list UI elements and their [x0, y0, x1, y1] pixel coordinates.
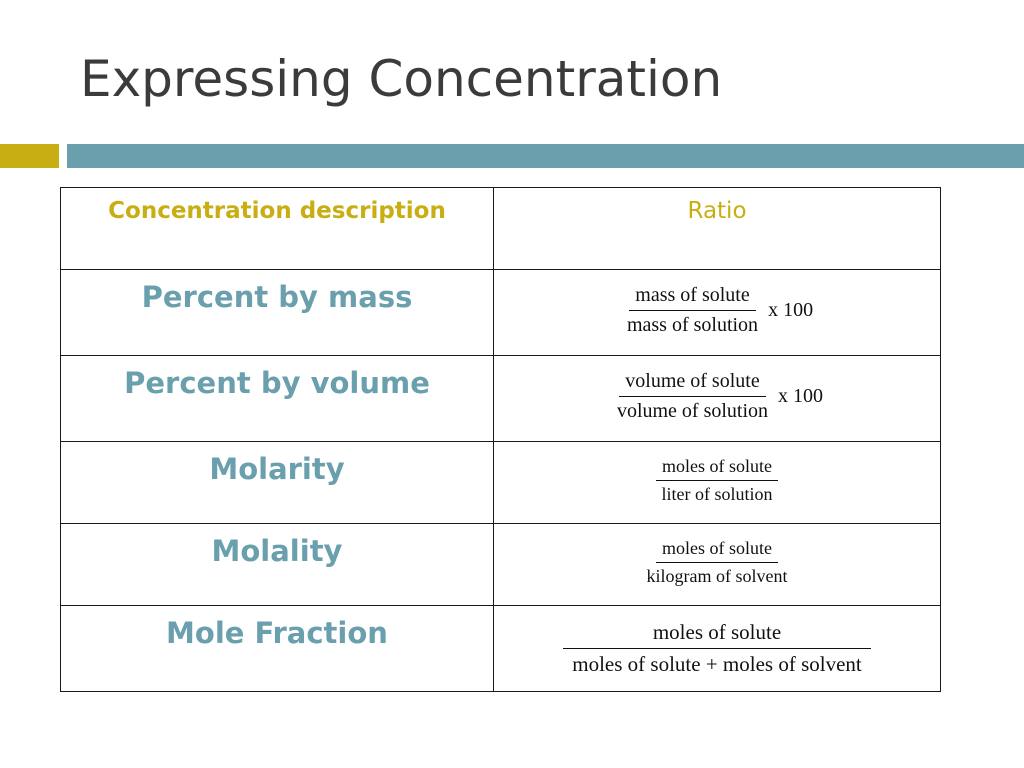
table-row: Molarity moles of solute liter of soluti… — [60, 441, 941, 524]
numerator: moles of solute — [656, 456, 778, 481]
table-row: Percent by volume volume of solute volum… — [60, 355, 941, 442]
fraction: moles of solute moles of solute + moles … — [562, 620, 872, 677]
concentration-table: Concentration description Ratio Percent … — [60, 187, 941, 692]
table-row: Molality moles of solute kilogram of sol… — [60, 523, 941, 606]
numerator: volume of solute — [619, 370, 766, 397]
numerator: moles of solute — [562, 620, 872, 649]
ratio-formula: moles of solute moles of solute + moles … — [493, 605, 941, 692]
fraction: moles of solute kilogram of solvent — [641, 538, 794, 587]
denominator: liter of solution — [661, 484, 773, 504]
ratio-formula: moles of solute kilogram of solvent — [493, 523, 941, 606]
denominator: kilogram of solvent — [646, 566, 788, 586]
multiplier: x 100 — [768, 299, 814, 321]
multiplier: x 100 — [778, 385, 824, 407]
row-label: Molality — [60, 523, 494, 606]
accent-bar-blue — [67, 144, 1024, 168]
denominator: moles of solute + moles of solvent — [572, 652, 862, 676]
row-label: Percent by mass — [60, 269, 494, 356]
row-label: Molarity — [60, 441, 494, 524]
ratio-formula: mass of solute mass of solution x 100 — [493, 269, 941, 356]
header-description: Concentration description — [60, 187, 494, 270]
table-row: Mole Fraction moles of solute moles of s… — [60, 605, 941, 692]
table-header-row: Concentration description Ratio — [60, 187, 941, 270]
fraction: mass of solute mass of solution — [621, 284, 764, 337]
page-title: Expressing Concentration — [80, 50, 723, 108]
table-row: Percent by mass mass of solute mass of s… — [60, 269, 941, 356]
row-label: Mole Fraction — [60, 605, 494, 692]
header-ratio: Ratio — [493, 187, 941, 270]
ratio-formula: volume of solute volume of solution x 10… — [493, 355, 941, 442]
fraction: volume of solute volume of solution — [611, 370, 774, 423]
numerator: moles of solute — [655, 538, 778, 563]
row-label: Percent by volume — [60, 355, 494, 442]
accent-bar-gold — [0, 144, 59, 168]
ratio-formula: moles of solute liter of solution — [493, 441, 941, 524]
denominator: mass of solution — [626, 314, 759, 336]
fraction: moles of solute liter of solution — [656, 456, 779, 505]
numerator: mass of solute — [629, 284, 756, 311]
denominator: volume of solution — [616, 400, 769, 422]
